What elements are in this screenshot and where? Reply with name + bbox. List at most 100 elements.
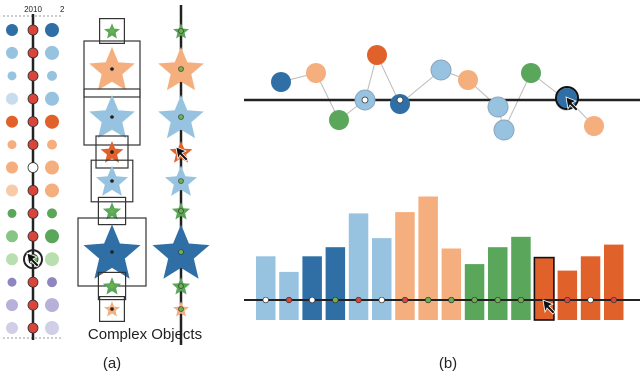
- bar-axis-dot: [425, 296, 432, 304]
- timeline-dot-right: [45, 114, 59, 129]
- timeline-dot-right: [45, 23, 59, 37]
- timeline-dot-right: [45, 183, 59, 198]
- bar-selected-outline: [533, 256, 555, 321]
- complex-objects-caption: Complex Objects: [88, 326, 202, 343]
- network-edge: [503, 72, 532, 131]
- bar: [557, 270, 578, 320]
- timeline-dot-right: [45, 321, 59, 335]
- timeline-dot-mid: [27, 116, 39, 128]
- timeline-dot-mid: [27, 70, 39, 82]
- timeline-dot-left: [7, 208, 17, 218]
- network-node: [329, 110, 349, 130]
- bar: [464, 264, 485, 320]
- timeline-dot-right: [45, 91, 59, 106]
- bar-chart: [244, 196, 640, 321]
- star-center: [110, 250, 114, 254]
- bar: [279, 271, 299, 320]
- bar: [372, 238, 392, 320]
- network-axis-marker: [396, 96, 404, 104]
- timeline-column: 2010 2: [3, 5, 65, 340]
- timeline-dot-right: [45, 252, 59, 267]
- network-node: [521, 63, 541, 83]
- axis-star-center: [178, 114, 184, 120]
- bar-axis-dot: [448, 296, 455, 304]
- timeline-dot-left: [6, 46, 18, 59]
- timeline-dot-mid: [27, 322, 39, 334]
- network-selected-ring: [555, 86, 579, 110]
- bar-axis-dots: [262, 296, 617, 304]
- timeline-dot-right: [45, 229, 59, 244]
- timeline-dot-mid: [27, 93, 39, 105]
- network-node: [306, 63, 326, 83]
- timeline-dot-left: [6, 161, 18, 174]
- network-node: [487, 96, 509, 118]
- bar-axis-dot: [332, 296, 339, 304]
- cursors: [26, 96, 579, 315]
- network-plot: [244, 45, 640, 141]
- timeline-dot-right: [45, 298, 59, 313]
- bar: [604, 244, 624, 320]
- star-box: [97, 271, 127, 301]
- network-axis-marker: [361, 96, 369, 104]
- timeline-dot-right: [45, 160, 59, 175]
- timeline-dot-left: [6, 230, 18, 243]
- timeline-dot-left: [6, 253, 18, 266]
- timeline-dot-right: [47, 70, 57, 81]
- star-center: [110, 307, 114, 311]
- timeline-dot-left: [6, 184, 18, 197]
- network-node: [271, 72, 291, 92]
- bar-axis-dot: [517, 296, 525, 304]
- timeline-dot-mid: [27, 162, 39, 173]
- axis-star-center: [178, 283, 184, 289]
- timeline-dot-left: [7, 71, 17, 81]
- axis-star-center: [178, 208, 184, 214]
- timeline-dot-mid: [27, 185, 39, 196]
- bar-axis-dot: [355, 296, 362, 304]
- panel-a-label: (a): [103, 355, 121, 372]
- star-center: [109, 28, 115, 34]
- timeline-dot-mid: [27, 276, 39, 288]
- bar: [395, 212, 415, 320]
- bar: [441, 248, 462, 320]
- timeline-dot-left: [7, 140, 17, 150]
- cursor-arrow-shape: [26, 252, 40, 268]
- bar-axis-dot: [564, 296, 571, 304]
- cursor-arrow-shape: [542, 299, 556, 315]
- network-node: [584, 116, 604, 136]
- timeline-dots: [6, 23, 59, 335]
- timeline-dot-left: [6, 299, 18, 312]
- star-box: [90, 159, 134, 203]
- axis-star-center: [178, 28, 184, 34]
- bar-axis-dot: [378, 296, 385, 304]
- timeline-dot-right: [47, 277, 57, 288]
- bar: [256, 256, 276, 320]
- bar: [488, 247, 508, 320]
- cursor-arrow-shape: [175, 146, 189, 162]
- star-center: [110, 115, 114, 119]
- axis-star-center: [178, 306, 184, 312]
- timeline-dot-right: [47, 139, 57, 150]
- cursor-arrow-shape: [565, 96, 579, 112]
- year-label-next: 2: [60, 5, 65, 14]
- network-node: [390, 94, 410, 114]
- cursor-arrow: [26, 252, 40, 268]
- star-center: [109, 208, 115, 214]
- axis-star-center: [178, 178, 184, 184]
- panel-b-label: (b): [439, 355, 457, 372]
- boxed-star-column: [77, 18, 147, 323]
- bar: [511, 236, 531, 320]
- star-center: [109, 283, 115, 289]
- bar-axis-dot: [494, 296, 501, 304]
- timeline-dot-left: [6, 115, 18, 128]
- network-node: [493, 119, 515, 141]
- timeline-dot-right: [45, 45, 59, 60]
- star-center: [110, 67, 114, 71]
- timeline-dot-left: [7, 277, 17, 287]
- cursor-arrow: [175, 146, 189, 162]
- timeline-dot-left: [6, 92, 18, 105]
- network-nodes: [271, 45, 604, 141]
- bar-axis-dot: [471, 296, 478, 304]
- timeline-dot-mid: [27, 47, 39, 59]
- timeline-dot-left: [6, 24, 18, 36]
- timeline-dot-mid: [27, 230, 39, 242]
